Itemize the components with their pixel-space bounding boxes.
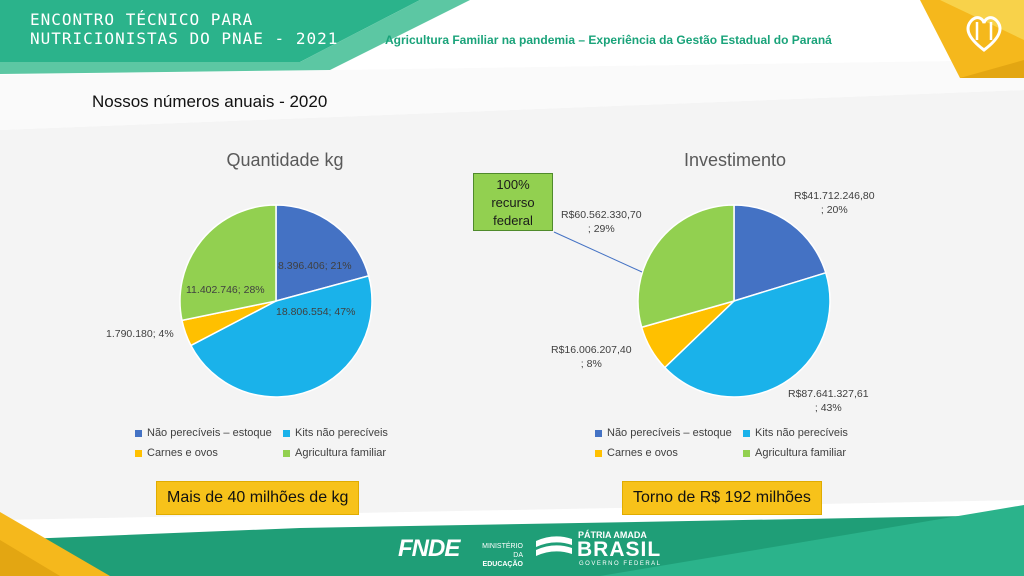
chart2-label-3: R$60.562.330,70; 29%	[561, 209, 642, 235]
chart1-legend: Não perecíveis – estoque Kits não perecí…	[135, 427, 425, 459]
chart2-legend-item-2: Carnes e ovos	[595, 447, 743, 459]
chart1-legend-item-2: Carnes e ovos	[135, 447, 283, 459]
chart1-slice-3	[179, 204, 277, 322]
chart2-title: Investimento	[683, 150, 787, 170]
chart1-label-1: 18.806.554; 47%	[276, 306, 356, 318]
chart1-legend-item-0: Não perecíveis – estoque	[135, 427, 283, 439]
chart2-legend: Não perecíveis – estoque Kits não perecí…	[595, 427, 885, 459]
presentation-subtitle: Agricultura Familiar na pandemia – Exper…	[385, 33, 832, 47]
chart2-legend-item-0: Não perecíveis – estoque	[595, 427, 743, 439]
chart2-label-0: R$41.712.246,80; 20%	[794, 190, 875, 216]
callout-leader-line	[553, 231, 643, 273]
chart2-slice-1	[663, 271, 831, 398]
heart-cutlery-logo-icon	[966, 16, 1002, 52]
chart1-slice-1	[189, 274, 373, 398]
patria-amada-text: PÁTRIA AMADA	[578, 530, 647, 540]
governo-federal-text: GOVERNO FEDERAL	[579, 561, 662, 567]
chart2-slice-0	[733, 204, 827, 303]
event-title-line2: NUTRICIONISTAS DO PNAE - 2021	[30, 29, 339, 48]
chart1-slice-0	[275, 204, 370, 302]
chart2-label-1: R$87.641.327,61; 43%	[788, 388, 869, 414]
ministerio-educacao-logo: MINISTÉRIO DA EDUCAÇÃO	[482, 543, 523, 568]
chart1-legend-item-1: Kits não perecíveis	[283, 427, 388, 439]
chart1-legend-item-3: Agricultura familiar	[283, 447, 386, 459]
chart1-title: Quantidade kg	[226, 150, 344, 170]
chart2-legend-item-3: Agricultura familiar	[743, 447, 846, 459]
chart1-highlight: Mais de 40 milhões de kg	[156, 481, 360, 515]
brasil-text: BRASIL	[577, 538, 662, 561]
section-title: Nossos números anuais - 2020	[92, 92, 328, 111]
chart1-label-2: 1.790.180; 4%	[106, 328, 174, 340]
chart2-slice-3	[637, 204, 735, 329]
chart2-label-2: R$16.006.207,40; 8%	[551, 344, 632, 370]
fnde-logo: FNDE	[398, 535, 460, 562]
event-title-line1: ENCONTRO TÉCNICO PARA	[30, 10, 254, 29]
chart2-highlight: Torno de R$ 192 milhões	[622, 481, 822, 515]
chart2-legend-item-1: Kits não perecíveis	[743, 427, 848, 439]
chart2-pie	[637, 204, 831, 398]
chart1-label-0: 8.396.406; 21%	[278, 260, 352, 272]
brasil-flag-waves-icon	[536, 536, 572, 556]
chart1-pie	[179, 204, 373, 398]
federal-resource-callout: 100% recurso federal	[473, 173, 553, 231]
event-title: ENCONTRO TÉCNICO PARA NUTRICIONISTAS DO …	[30, 10, 338, 48]
chart1-label-3: 11.402.746; 28%	[186, 284, 265, 296]
